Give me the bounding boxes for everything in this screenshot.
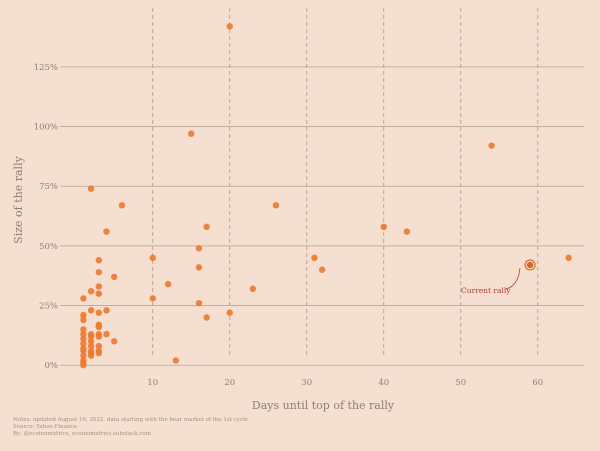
- data-point: [565, 254, 572, 262]
- note-line: By: @ecoinometrics, ecoinometrics.substa…: [13, 431, 151, 437]
- data-point: [203, 314, 210, 321]
- y-tick-label: 125%: [34, 63, 58, 73]
- data-point: [111, 338, 118, 345]
- data-point: [118, 202, 126, 209]
- data-point: [80, 340, 87, 347]
- data-point: [87, 288, 95, 295]
- data-point: [249, 285, 257, 293]
- data-point: [95, 333, 103, 340]
- data-point: [195, 264, 203, 271]
- current-rally-ring: [524, 259, 536, 271]
- current-rally-label: Current rally: [461, 286, 511, 295]
- data-point: [95, 290, 103, 297]
- note-line: Source: Yahoo Finance: [13, 424, 77, 430]
- data-point: [87, 185, 95, 192]
- data-point: [87, 338, 95, 345]
- y-axis-ticks: 0% 25% 50% 75% 100% 125%: [34, 63, 58, 371]
- y-axis-title: Size of the rally: [12, 155, 25, 243]
- data-point: [80, 331, 87, 338]
- x-axis-ticks: 10 20 30 40 50 60: [147, 378, 543, 388]
- data-point: [149, 254, 156, 262]
- data-point: [272, 202, 280, 209]
- y-tick-label: 100%: [34, 123, 58, 133]
- data-point: [80, 311, 87, 319]
- current-rally-highlight: Current rally: [461, 259, 536, 295]
- y-tick-label: 50%: [39, 242, 58, 252]
- data-point: [195, 245, 203, 252]
- x-tick-label: 10: [147, 378, 158, 388]
- data-point: [103, 307, 110, 314]
- note-line: Notes: updated August 16, 2022, data sta…: [13, 417, 248, 423]
- grid: [60, 8, 584, 366]
- data-point: [87, 352, 95, 359]
- data-point: [403, 228, 411, 235]
- data-point: [488, 142, 495, 149]
- data-point: [80, 316, 87, 324]
- data-point: [164, 280, 172, 288]
- x-tick-label: 40: [378, 378, 389, 388]
- data-point: [95, 309, 103, 316]
- current-rally-point: [526, 261, 534, 269]
- data-point: [195, 299, 203, 307]
- data-point: [318, 266, 326, 273]
- data-point: [226, 309, 233, 316]
- footnotes: Notes: updated August 16, 2022, data sta…: [13, 417, 248, 438]
- data-point: [95, 342, 103, 350]
- data-point: [87, 333, 95, 340]
- data-point: [95, 283, 103, 290]
- x-tick-label: 20: [224, 378, 235, 388]
- y-tick-label: 0%: [45, 361, 59, 371]
- x-tick-label: 30: [301, 378, 312, 388]
- data-point: [172, 357, 180, 364]
- annotation-arrow: [504, 267, 521, 290]
- data-point: [95, 268, 103, 276]
- data-point: [87, 342, 95, 350]
- data-point: [80, 326, 87, 333]
- x-tick-label: 60: [532, 378, 543, 388]
- x-tick-label: 50: [455, 378, 466, 388]
- data-point: [95, 350, 103, 357]
- data-point: [80, 347, 87, 355]
- data-point: [87, 307, 95, 314]
- y-tick-label: 75%: [39, 182, 58, 192]
- data-point: [203, 223, 210, 230]
- data-point: [103, 331, 110, 338]
- data-point: [188, 130, 195, 137]
- data-point: [311, 254, 318, 262]
- data-point: [80, 295, 87, 302]
- data-point: [103, 228, 110, 235]
- data-point: [80, 362, 87, 369]
- data-point: [80, 335, 87, 343]
- data-point: [80, 352, 87, 359]
- data-point: [95, 257, 103, 264]
- y-tick-label: 25%: [39, 302, 58, 312]
- data-points: [80, 23, 572, 369]
- data-point: [380, 223, 387, 230]
- data-point: [95, 323, 103, 331]
- data-point: [149, 295, 156, 302]
- data-point: [111, 273, 118, 281]
- x-axis-title: Days until top of the rally: [252, 399, 395, 412]
- data-point: [226, 23, 233, 30]
